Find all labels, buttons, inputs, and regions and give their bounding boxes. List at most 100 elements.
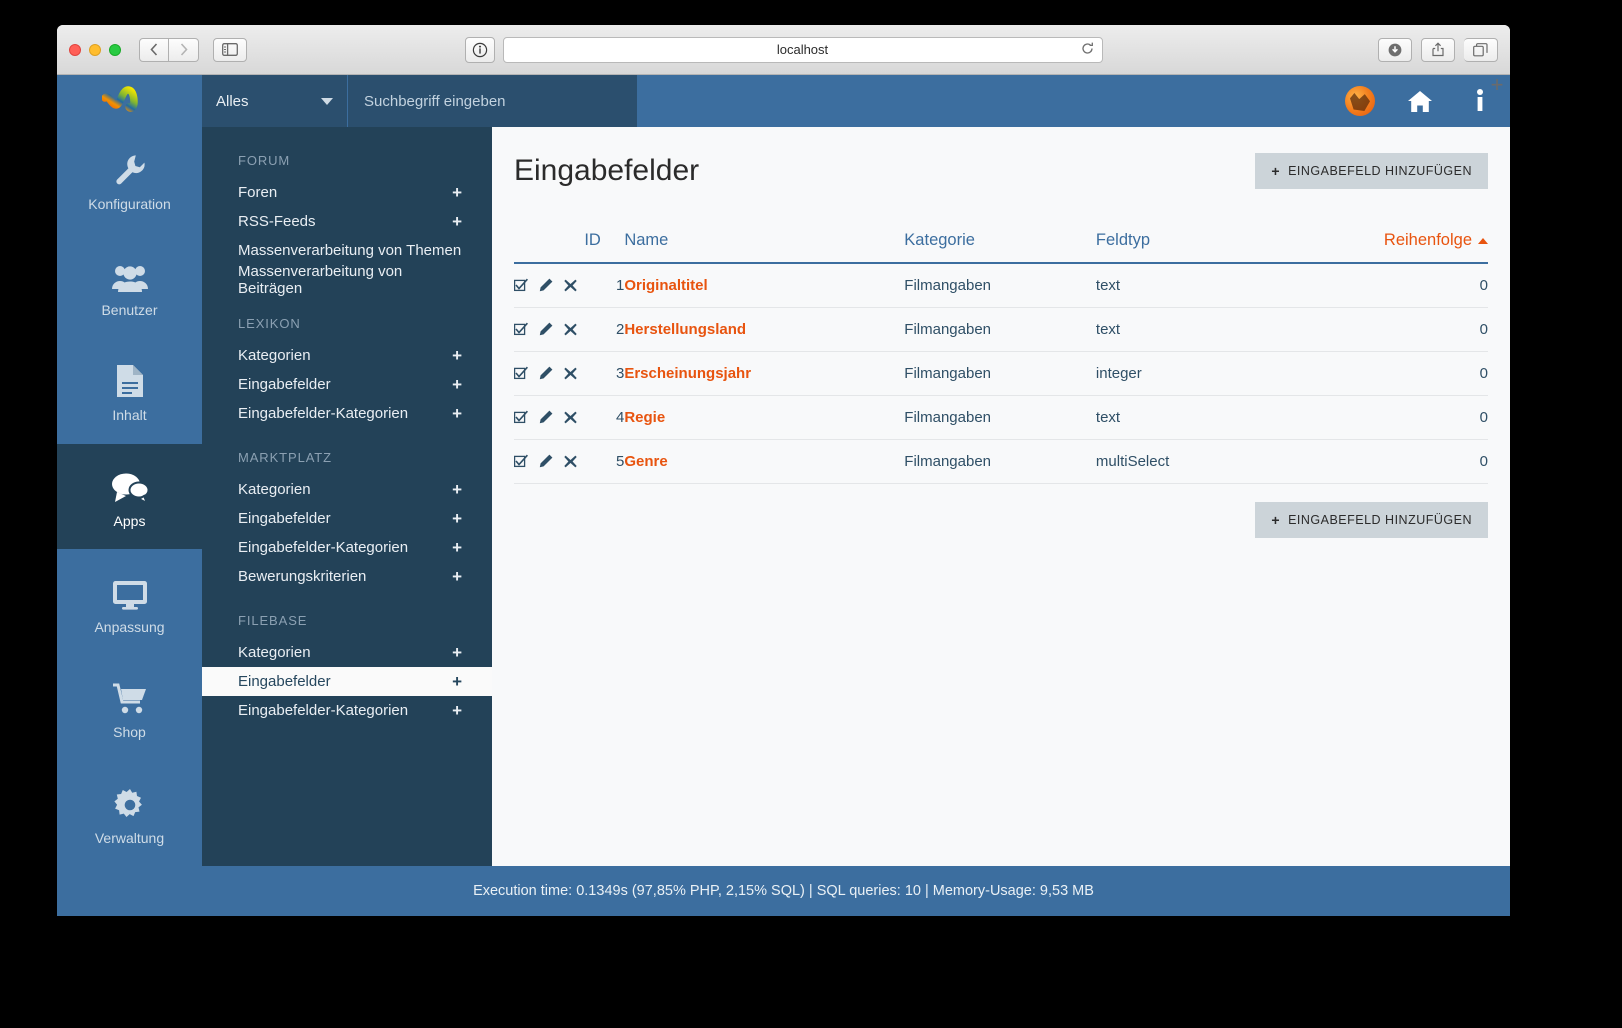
sidebar-item-apps[interactable]: Apps bbox=[57, 443, 202, 550]
column-header-reihenfolge[interactable]: Reihenfolge bbox=[1258, 231, 1488, 264]
cell-kategorie: Filmangaben bbox=[904, 395, 1096, 440]
edit-pencil-icon[interactable] bbox=[539, 278, 553, 292]
cell-name: Originaltitel bbox=[624, 263, 905, 308]
menu-item-marktplatz-kategorien[interactable]: Kategorien + bbox=[202, 475, 492, 504]
menu-item-bewerungskriterien[interactable]: Bewerungskriterien + bbox=[202, 562, 492, 591]
navigation-buttons bbox=[139, 37, 199, 62]
toggle-enable-icon[interactable] bbox=[514, 322, 528, 336]
show-tabs-icon[interactable] bbox=[1464, 37, 1498, 62]
sidebar-item-verwaltung[interactable]: Verwaltung bbox=[57, 760, 202, 866]
menu-item-filebase-kategorien[interactable]: Kategorien + bbox=[202, 638, 492, 667]
info-icon[interactable] bbox=[1450, 75, 1510, 127]
search-scope-select[interactable]: Alles bbox=[202, 75, 347, 127]
menu-item-marktplatz-eingabefelder[interactable]: Eingabefelder + bbox=[202, 504, 492, 533]
column-header-kategorie[interactable]: Kategorie bbox=[904, 231, 1096, 264]
input-field-link[interactable]: Originaltitel bbox=[624, 277, 708, 294]
menu-item-filebase-eingabefelder-kategorien[interactable]: Eingabefelder-Kategorien + bbox=[202, 696, 492, 725]
menu-item-massenverarbeitung-themen[interactable]: Massenverarbeitung von Themen bbox=[202, 236, 492, 265]
home-icon[interactable] bbox=[1390, 75, 1450, 127]
menu-item-label: Eingabefelder-Kategorien bbox=[238, 405, 409, 422]
plus-icon[interactable]: + bbox=[452, 346, 462, 365]
plus-icon: + bbox=[1271, 163, 1281, 179]
chevron-down-icon bbox=[321, 97, 333, 105]
sidebar-item-anpassung[interactable]: Anpassung bbox=[57, 549, 202, 655]
edit-pencil-icon[interactable] bbox=[539, 454, 553, 468]
plus-icon[interactable]: + bbox=[452, 672, 462, 691]
reload-icon[interactable] bbox=[1081, 42, 1094, 58]
plus-icon[interactable]: + bbox=[452, 183, 462, 202]
menu-item-foren[interactable]: Foren + bbox=[202, 178, 492, 207]
plus-icon[interactable]: + bbox=[452, 404, 462, 423]
forward-button[interactable] bbox=[169, 37, 199, 62]
toggle-enable-icon[interactable] bbox=[514, 278, 528, 292]
delete-x-icon[interactable] bbox=[564, 366, 578, 380]
toggle-enable-icon[interactable] bbox=[514, 410, 528, 424]
minimize-window-button[interactable] bbox=[89, 43, 101, 56]
cell-reihenfolge: 0 bbox=[1258, 307, 1488, 352]
delete-x-icon[interactable] bbox=[564, 410, 578, 424]
toggle-enable-icon[interactable] bbox=[514, 366, 528, 380]
menu-item-marktplatz-eingabefelder-kategorien[interactable]: Eingabefelder-Kategorien + bbox=[202, 533, 492, 562]
delete-x-icon[interactable] bbox=[564, 454, 578, 468]
share-icon[interactable] bbox=[1421, 37, 1455, 62]
menu-item-lexikon-eingabefelder[interactable]: Eingabefelder + bbox=[202, 370, 492, 399]
plus-icon[interactable]: + bbox=[452, 701, 462, 720]
input-field-link[interactable]: Herstellungsland bbox=[624, 321, 747, 338]
sidebar-item-inhalt[interactable]: Inhalt bbox=[57, 338, 202, 444]
edit-pencil-icon[interactable] bbox=[539, 410, 553, 424]
cell-id: 3 bbox=[584, 351, 625, 396]
add-input-field-button-top[interactable]: + EINGABEFELD HINZUFÜGEN bbox=[1255, 153, 1488, 189]
users-icon bbox=[111, 253, 148, 293]
download-icon[interactable] bbox=[1378, 37, 1412, 62]
menu-item-label: Massenverarbeitung von Themen bbox=[238, 242, 462, 259]
plus-icon[interactable]: + bbox=[452, 567, 462, 586]
maximize-window-button[interactable] bbox=[109, 43, 121, 56]
menu-item-lexikon-eingabefelder-kategorien[interactable]: Eingabefelder-Kategorien + bbox=[202, 399, 492, 428]
close-window-button[interactable] bbox=[69, 43, 81, 56]
input-field-link[interactable]: Erscheinungsjahr bbox=[624, 365, 752, 382]
search-input[interactable]: Suchbegriff eingeben bbox=[347, 75, 637, 127]
header-icons bbox=[1330, 75, 1510, 127]
delete-x-icon[interactable] bbox=[564, 322, 578, 336]
plus-icon[interactable]: + bbox=[452, 538, 462, 557]
plus-icon[interactable]: + bbox=[452, 480, 462, 499]
url-input[interactable]: localhost bbox=[502, 36, 1103, 63]
browser-window: localhost bbox=[57, 25, 1510, 916]
user-menu-button[interactable] bbox=[1330, 75, 1390, 127]
cell-id: 5 bbox=[584, 439, 625, 484]
input-field-link[interactable]: Regie bbox=[624, 409, 666, 426]
menu-item-massenverarbeitung-beitraege[interactable]: Massenverarbeitung von Beiträgen bbox=[202, 263, 492, 297]
sidebar-item-benutzer[interactable]: Benutzer bbox=[57, 233, 202, 339]
toggle-enable-icon[interactable] bbox=[514, 454, 528, 468]
menu-item-lexikon-kategorien[interactable]: Kategorien + bbox=[202, 341, 492, 370]
add-input-field-button-bottom[interactable]: + EINGABEFELD HINZUFÜGEN bbox=[1255, 502, 1488, 538]
sidebar-item-shop[interactable]: Shop bbox=[57, 655, 202, 761]
plus-icon[interactable]: + bbox=[452, 375, 462, 394]
menu-item-label: Foren bbox=[238, 184, 278, 201]
edit-pencil-icon[interactable] bbox=[539, 366, 553, 380]
column-header-id[interactable]: ID bbox=[584, 231, 625, 264]
column-header-feldtyp[interactable]: Feldtyp bbox=[1095, 231, 1258, 264]
search-placeholder: Suchbegriff eingeben bbox=[364, 92, 506, 110]
row-actions bbox=[514, 351, 585, 396]
plus-icon[interactable]: + bbox=[452, 509, 462, 528]
new-tab-plus-icon[interactable]: + bbox=[1490, 72, 1504, 97]
delete-x-icon[interactable] bbox=[564, 278, 578, 292]
table-body: 1 Originaltitel Filmangaben text 0 bbox=[514, 263, 1488, 484]
column-header-name[interactable]: Name bbox=[624, 231, 905, 264]
sidebar-item-konfiguration[interactable]: Konfiguration bbox=[57, 127, 202, 233]
table-footer-actions: + EINGABEFELD HINZUFÜGEN bbox=[514, 502, 1488, 538]
back-button[interactable] bbox=[139, 37, 169, 62]
sidebar-toggle-button[interactable] bbox=[213, 37, 247, 62]
plus-icon[interactable]: + bbox=[452, 643, 462, 662]
cell-kategorie: Filmangaben bbox=[904, 351, 1096, 396]
input-field-link[interactable]: Genre bbox=[624, 453, 668, 470]
cell-reihenfolge: 0 bbox=[1258, 439, 1488, 484]
edit-pencil-icon[interactable] bbox=[539, 322, 553, 336]
menu-item-rss-feeds[interactable]: RSS-Feeds + bbox=[202, 207, 492, 236]
gear-icon bbox=[113, 781, 146, 821]
woltlab-logo[interactable] bbox=[57, 75, 202, 127]
reader-info-icon[interactable] bbox=[464, 36, 495, 63]
menu-item-filebase-eingabefelder[interactable]: Eingabefelder + bbox=[202, 667, 492, 696]
plus-icon[interactable]: + bbox=[452, 212, 462, 231]
